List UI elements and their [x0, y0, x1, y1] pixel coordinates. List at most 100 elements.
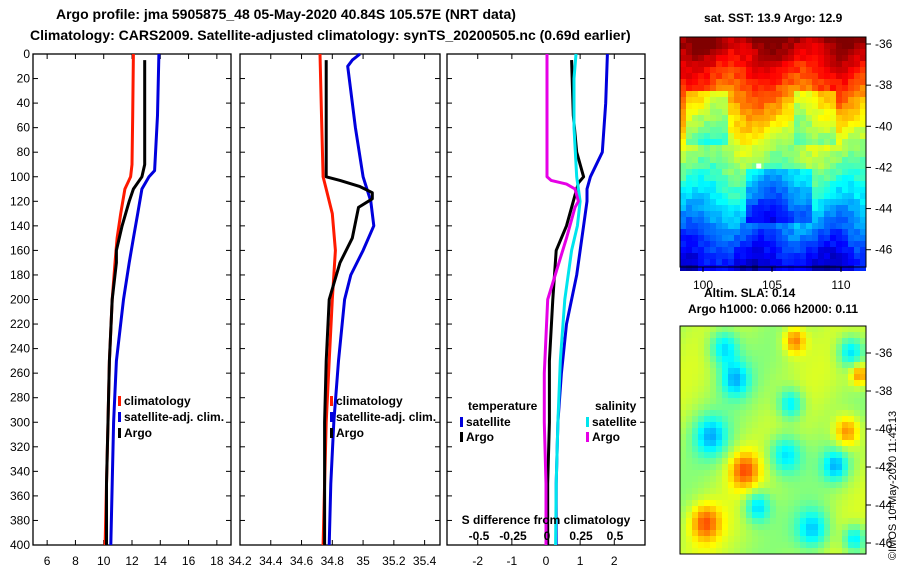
map-cell	[746, 350, 752, 356]
map-cell	[734, 416, 740, 422]
map-cell	[734, 368, 740, 374]
map-cell	[848, 103, 854, 109]
map-cell	[716, 145, 722, 151]
x-tick-label: 35.4	[413, 554, 437, 568]
map-cell	[818, 73, 824, 79]
map-cell	[830, 151, 836, 157]
map-cell	[782, 386, 788, 392]
map-cell	[860, 506, 866, 512]
map-cell	[782, 139, 788, 145]
map-cell	[686, 326, 692, 332]
map-cell	[716, 259, 722, 265]
map-cell	[824, 109, 830, 115]
map-cell	[692, 518, 698, 524]
map-cell	[746, 55, 752, 61]
map-cell	[800, 422, 806, 428]
map-cell	[806, 37, 812, 43]
map-cell	[740, 49, 746, 55]
map-cell	[776, 470, 782, 476]
map-cell	[686, 338, 692, 344]
map-cell	[776, 37, 782, 43]
series-line-satellite-adj-clim-	[109, 53, 161, 546]
map-cell	[686, 380, 692, 386]
panel-frame	[239, 53, 441, 546]
map-cell	[776, 506, 782, 512]
map-cell	[812, 518, 818, 524]
map-cell	[680, 488, 686, 494]
map-cell	[842, 344, 848, 350]
map-cell	[848, 470, 854, 476]
map-cell	[824, 103, 830, 109]
map-cell	[716, 500, 722, 506]
map-cell	[710, 476, 716, 482]
map-cell	[704, 500, 710, 506]
map-cell	[740, 139, 746, 145]
map-cell	[842, 536, 848, 542]
map-cell	[800, 211, 806, 217]
map-cell	[680, 380, 686, 386]
map-cell	[794, 205, 800, 211]
map-cell	[788, 392, 794, 398]
map-cell	[728, 205, 734, 211]
map-cell	[740, 91, 746, 97]
map-cell	[782, 157, 788, 163]
map-cell	[794, 380, 800, 386]
map-cell	[704, 434, 710, 440]
map-cell	[842, 476, 848, 482]
map-cell	[806, 338, 812, 344]
map-cell	[698, 422, 704, 428]
map-cell	[842, 229, 848, 235]
map-cell	[836, 530, 842, 536]
map-cell	[818, 332, 824, 338]
secondary-x-tick-label: 0.5	[607, 529, 624, 543]
map-cell	[692, 211, 698, 217]
map-cell	[728, 512, 734, 518]
map-cell	[764, 386, 770, 392]
map-cell	[830, 115, 836, 121]
map-cell	[770, 85, 776, 91]
map-cell	[746, 121, 752, 127]
map-cell	[734, 332, 740, 338]
map-cell	[812, 109, 818, 115]
map-cell	[758, 530, 764, 536]
map-cell	[746, 506, 752, 512]
map-cell	[842, 235, 848, 241]
map-cell	[686, 452, 692, 458]
map-cell	[734, 217, 740, 223]
map-cell	[854, 350, 860, 356]
map-cell	[854, 392, 860, 398]
map-cell	[848, 506, 854, 512]
map-cell	[716, 139, 722, 145]
map-cell	[692, 187, 698, 193]
map-cell	[752, 85, 758, 91]
map-cell	[848, 61, 854, 67]
map-cell	[812, 103, 818, 109]
map-cell	[680, 187, 686, 193]
map-cell	[698, 386, 704, 392]
map-cell	[686, 37, 692, 43]
map-cell	[776, 416, 782, 422]
map-cell	[860, 398, 866, 404]
map-cell	[770, 398, 776, 404]
map-cell	[800, 199, 806, 205]
map-cell	[776, 211, 782, 217]
map-cell	[842, 404, 848, 410]
map-cell	[686, 530, 692, 536]
map-cell	[794, 73, 800, 79]
map-cell	[722, 85, 728, 91]
map-cell	[710, 265, 716, 271]
map-cell	[740, 488, 746, 494]
map-cell	[704, 139, 710, 145]
map-cell	[788, 416, 794, 422]
map-cell	[812, 85, 818, 91]
map-cell	[740, 524, 746, 530]
map-cell	[686, 464, 692, 470]
map-cell	[716, 109, 722, 115]
map-cell	[680, 91, 686, 97]
map-cell	[704, 530, 710, 536]
map-cell	[824, 434, 830, 440]
map-cell	[818, 91, 824, 97]
map-cell	[770, 392, 776, 398]
map-cell	[848, 253, 854, 259]
map-cell	[686, 494, 692, 500]
